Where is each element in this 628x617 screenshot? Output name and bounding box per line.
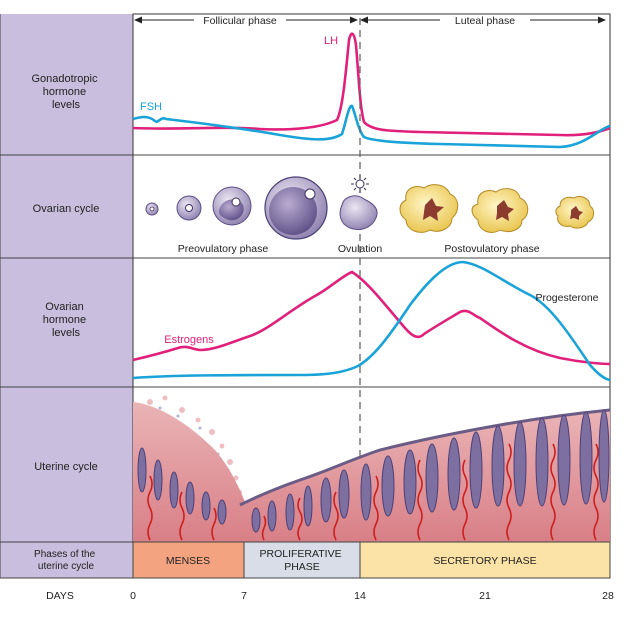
progesterone-label: Progesterone: [535, 292, 598, 304]
menses-label: MENSES: [166, 555, 210, 567]
ovulation-label: Ovulation: [338, 243, 383, 255]
fsh-label: FSH: [140, 101, 162, 113]
lh-curve: [132, 32, 611, 137]
row-label-uterine-cycle: Uterine cycle: [34, 461, 98, 473]
secretory-label: SECRETORY PHASE: [433, 555, 536, 567]
estrogens-curve: [132, 270, 611, 366]
secretory-phase-box: [359, 541, 611, 579]
lh-label: LH: [324, 35, 338, 47]
secondary-follicle: [212, 186, 252, 226]
corpus-luteum-early: [399, 184, 459, 233]
corpus-albicans: [555, 195, 595, 229]
luteal-phase-label: Luteal phase: [455, 15, 515, 27]
endometrium-illustration: [133, 395, 610, 542]
fsh-curve: [132, 104, 611, 149]
ovulation-follicle: [339, 175, 378, 231]
row-label-gonadotropic: Gonadotropic hormone levels: [31, 73, 100, 111]
row-label-sidebar: [0, 14, 133, 578]
corpus-luteum: [471, 188, 529, 233]
day-tick-label: 14: [354, 590, 366, 602]
progesterone-curve: [132, 260, 611, 382]
row-label-ovarian-hormone: Ovarian hormone levels: [43, 301, 89, 339]
postovulatory-label: Postovulatory phase: [444, 243, 539, 255]
menses-phase-box: [132, 541, 245, 579]
graafian-follicle: [264, 176, 328, 240]
follicular-phase-label: Follicular phase: [203, 15, 277, 27]
estrogens-label: Estrogens: [164, 334, 214, 346]
day-tick-label: 21: [479, 590, 491, 602]
primordial-follicle: [145, 202, 159, 216]
primary-follicle: [176, 195, 202, 221]
proliferative-phase-box: [243, 541, 361, 579]
row-label-phases-of-uterine-cycle: Phases of the uterine cycle: [34, 549, 98, 572]
luteal-phase-arrow: [360, 16, 606, 24]
day-tick-label: 28: [602, 590, 614, 602]
row-label-ovarian-cycle: Ovarian cycle: [33, 203, 100, 215]
day-tick-label: 0: [130, 590, 136, 602]
follicular-phase-arrow: [134, 16, 358, 24]
preovulatory-label: Preovulatory phase: [178, 243, 269, 255]
days-axis-label: DAYS: [46, 590, 74, 602]
day-tick-label: 7: [241, 590, 247, 602]
proliferative-label: PROLIFERATIVE PHASE: [260, 548, 345, 573]
